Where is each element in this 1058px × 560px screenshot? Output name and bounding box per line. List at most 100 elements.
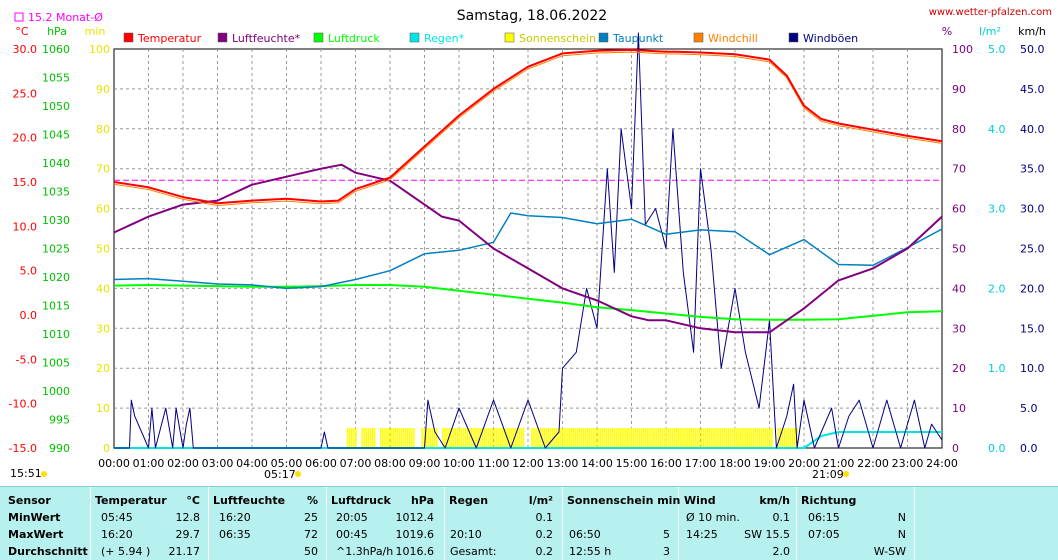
rain-unit-label: l/m² (979, 25, 1001, 38)
sunshine-bar (497, 428, 500, 448)
temp-tick-label: 30.0 (13, 43, 38, 56)
minutes-tick-label: 40 (96, 282, 110, 295)
stats-sun-value: 3 (663, 545, 670, 558)
sunshine-bar (597, 428, 599, 448)
pressure-tick-label: 990 (49, 442, 70, 455)
sunshine-bar (450, 428, 452, 448)
sunshine-bar (442, 428, 444, 448)
dewpoint-line (113, 212, 943, 290)
sunshine-bar (404, 428, 407, 448)
sunshine-bar (481, 428, 483, 448)
sunshine-bar (684, 428, 686, 448)
sunshine-bar (431, 428, 434, 448)
sunshine-bar (760, 428, 763, 448)
sunshine-bar (520, 428, 523, 448)
x-tick-label: 21:00 (823, 457, 855, 470)
sunshine-bar (713, 428, 715, 448)
sunshine-bar (353, 428, 355, 448)
temp-unit-label: °C (15, 25, 29, 38)
stats-pres-time: 20:05 (336, 511, 368, 524)
stats-wind-value: SW 15.5 (744, 528, 790, 541)
sunshine-bar (599, 428, 601, 448)
sunshine-bar (717, 428, 719, 448)
temp-tick-label: 0.0 (20, 309, 38, 322)
sunshine-bar (789, 428, 792, 448)
sunrise-label: 05:17 (264, 468, 296, 481)
stats-hum-time: 06:35 (219, 528, 251, 541)
pressure-tick-label: 995 (49, 414, 70, 427)
minutes-tick-label: 100 (89, 43, 110, 56)
sunshine-bar (411, 428, 413, 448)
sunshine-bar (483, 428, 485, 448)
sunshine-bar (560, 428, 562, 448)
sunshine-bar (709, 428, 711, 448)
weather-chart: 30.0 25.0 20.0 15.0 10.0 5.0 0.0 -5.0 -10.0 -15.0… (9, 7, 1052, 481)
sunshine-bar (589, 428, 591, 448)
stats-dir-time: 06:15 (808, 511, 840, 524)
sunshine-bar (779, 428, 782, 448)
temp-tick-label: 10.0 (13, 220, 38, 233)
sunshine-bar (493, 428, 496, 448)
sunshine-bar (413, 428, 415, 448)
rain-tick-label: 2.0 (988, 282, 1006, 295)
sunshine-bar (570, 428, 572, 448)
time-start: 15:51 (10, 467, 42, 480)
stats-sun-value: 5 (663, 528, 670, 541)
sunshine-bar (435, 428, 438, 448)
stats-sun-time: 12:55 h (569, 545, 612, 558)
stats-row-label: MaxWert (8, 528, 64, 541)
stats-row-label: Durchschnitt (8, 545, 88, 558)
sunshine-bar (651, 428, 653, 448)
stats-wind-time: 14:25 (686, 528, 718, 541)
stats-pres-value: 1019.6 (395, 528, 435, 541)
site-link[interactable]: www.wetter-pfalzen.com (929, 7, 1052, 18)
column-separator (208, 487, 209, 560)
sunshine-bar (580, 428, 583, 448)
pressure-tick-label: 1030 (42, 214, 70, 227)
sunshine-bar (408, 428, 411, 448)
column-separator (796, 487, 797, 560)
minutes-tick-label: 90 (96, 83, 110, 96)
stats-wind-value: 0.1 (772, 511, 791, 524)
sunshine-bar (384, 428, 386, 448)
sunshine-bar (555, 428, 558, 448)
sunshine-bar (400, 428, 403, 448)
sunshine-bar (653, 428, 655, 448)
percent-tick-label: 30 (952, 322, 966, 335)
sunshine-bar (736, 428, 738, 448)
sunshine-bar (711, 428, 713, 448)
sunshine-bar (402, 428, 405, 448)
sunshine-bar (460, 428, 463, 448)
stats-rain-value: 0.2 (535, 545, 554, 558)
sunshine-bar (690, 428, 692, 448)
x-tick-label: 15:00 (616, 457, 648, 470)
sunshine-bar (680, 428, 682, 448)
sunshine-bar (394, 428, 396, 448)
temp-tick-label: 15.0 (13, 176, 38, 189)
sunshine-bar (572, 428, 575, 448)
sunshine-bar (632, 428, 635, 448)
sunshine-bar (787, 428, 790, 448)
sunshine-bar (618, 428, 620, 448)
stats-dir-time: 07:05 (808, 528, 840, 541)
sunshine-bar (700, 428, 703, 448)
sunshine-bar (562, 428, 564, 448)
x-tick-label: 24:00 (926, 457, 958, 470)
sunshine-bar (566, 428, 568, 448)
sunshine-bar (620, 428, 622, 448)
sunshine-bar (748, 428, 750, 448)
rain-tick-label: 5.0 (988, 43, 1006, 56)
sunshine-bar (427, 428, 430, 448)
sunshine-bar (348, 428, 351, 448)
sunshine-bar (729, 428, 732, 448)
sunshine-bar (582, 428, 585, 448)
minutes-tick-label: 80 (96, 123, 110, 136)
sunshine-bar (485, 428, 488, 448)
sunshine-bar (487, 428, 490, 448)
sunshine-bar (564, 428, 566, 448)
x-tick-label: 18:00 (719, 457, 751, 470)
sunshine-bar (725, 428, 728, 448)
legend-label: Taupunkt (612, 32, 664, 45)
pressure-tick-label: 1035 (42, 186, 70, 199)
sunshine-bar (444, 428, 446, 448)
